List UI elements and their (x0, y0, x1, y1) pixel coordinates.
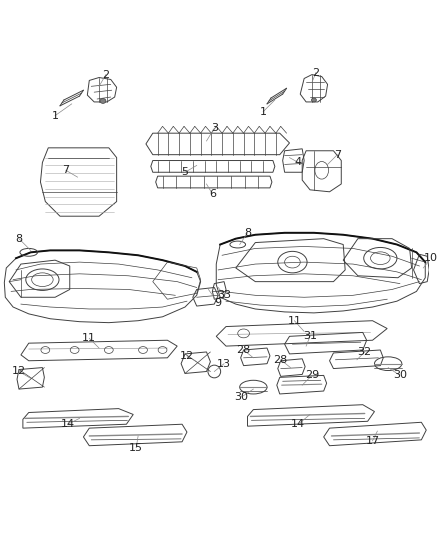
Text: 11: 11 (82, 333, 96, 343)
Text: 31: 31 (303, 332, 317, 341)
Text: 9: 9 (215, 298, 222, 308)
Text: 15: 15 (129, 443, 143, 453)
Text: 30: 30 (393, 370, 407, 381)
Text: 30: 30 (235, 392, 249, 402)
Text: 12: 12 (180, 351, 194, 361)
Text: 29: 29 (305, 370, 319, 381)
Text: 28: 28 (237, 345, 251, 355)
Text: 8: 8 (244, 228, 251, 238)
Text: 1: 1 (260, 107, 267, 117)
Text: 7: 7 (62, 165, 69, 175)
Text: 17: 17 (365, 436, 380, 446)
Text: 5: 5 (181, 167, 188, 177)
Text: 4: 4 (295, 157, 302, 167)
Text: 10: 10 (424, 253, 438, 263)
Text: 2: 2 (102, 70, 110, 79)
Text: 12: 12 (12, 367, 26, 376)
Text: 14: 14 (291, 419, 305, 429)
Text: 11: 11 (287, 316, 301, 326)
Text: 8: 8 (15, 233, 22, 244)
Text: 14: 14 (61, 419, 75, 429)
Text: 6: 6 (209, 189, 216, 199)
Text: 7: 7 (334, 150, 341, 160)
Text: 13: 13 (217, 359, 231, 369)
Ellipse shape (311, 98, 316, 102)
Text: 32: 32 (358, 347, 372, 357)
Text: 2: 2 (312, 68, 319, 78)
Text: 3: 3 (211, 123, 218, 133)
Text: 28: 28 (274, 355, 288, 365)
Text: 1: 1 (52, 111, 59, 120)
Ellipse shape (100, 99, 106, 103)
Text: 33: 33 (217, 290, 231, 300)
